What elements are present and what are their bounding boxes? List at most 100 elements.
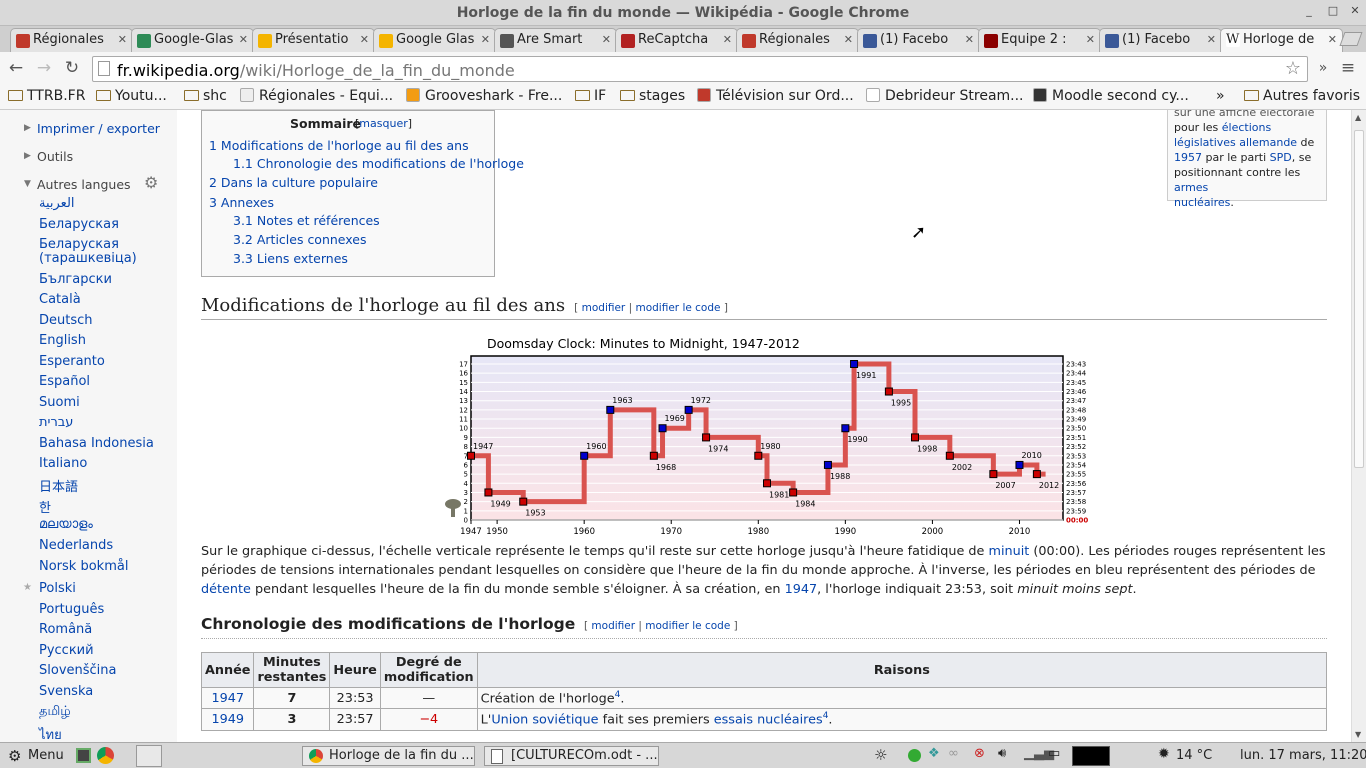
spd-link[interactable]: SPD (1269, 151, 1292, 164)
bookmark-item[interactable]: Régionales - Equi... (240, 88, 393, 104)
tab-close-icon[interactable]: ✕ (1206, 33, 1216, 46)
bookmark-item[interactable]: TTRB.FR (8, 88, 85, 104)
battery-icon[interactable]: ▭ (1048, 746, 1061, 761)
bookmark-item[interactable]: stages (620, 88, 685, 104)
language-link[interactable]: 한 (39, 501, 51, 516)
back-icon[interactable]: ← (8, 58, 24, 78)
toc-item[interactable]: 1 Modifications de l'horloge au fil des … (209, 138, 469, 153)
clock-text[interactable]: lun. 17 mars, 11:20 (1240, 748, 1366, 763)
language-link[interactable]: עברית (39, 415, 74, 430)
bookmark-item[interactable]: Moodle second cy... (1033, 88, 1189, 104)
tab-close-icon[interactable]: ✕ (480, 33, 490, 46)
language-link[interactable]: Nederlands (39, 538, 114, 553)
edit-code-link[interactable]: modifier le code (635, 302, 721, 314)
bookmark-item[interactable]: Youtu... (96, 88, 167, 104)
toc-hide-link[interactable]: masquer (359, 117, 408, 130)
tab-close-icon[interactable]: ✕ (722, 33, 732, 46)
page-scrollbar[interactable]: ▲ ▼ (1351, 110, 1366, 742)
close-button[interactable]: ✕ (1350, 4, 1360, 17)
armes-link[interactable]: armes (1174, 181, 1209, 194)
bookmark-item[interactable]: IF (575, 88, 606, 104)
browser-tab[interactable]: W Horloge de ✕ (1220, 28, 1343, 52)
tab-close-icon[interactable]: ✕ (1327, 33, 1337, 46)
ussr-link[interactable]: Union soviétique (491, 712, 599, 728)
tab-close-icon[interactable]: ✕ (964, 33, 974, 46)
browser-tab[interactable]: ReCaptcha ✕ (615, 28, 738, 52)
chrome-window-icon[interactable] (136, 745, 162, 767)
bookmark-item[interactable]: Debrideur Stream... (866, 88, 1024, 104)
elections-link[interactable]: élections (1221, 121, 1272, 134)
weather-text[interactable]: 14 °C (1176, 748, 1213, 763)
bookmark-item[interactable]: Télévision sur Ord... (697, 88, 854, 104)
browser-tab[interactable]: Equipe 2 : ✕ (978, 28, 1101, 52)
minuit-link[interactable]: minuit (988, 544, 1030, 559)
tab-close-icon[interactable]: ✕ (359, 33, 369, 46)
blocked-icon[interactable]: ⊗ (974, 746, 985, 761)
language-link[interactable]: English (39, 333, 86, 348)
toc-item[interactable]: 3.1 Notes et références (233, 213, 380, 228)
tab-close-icon[interactable]: ✕ (843, 33, 853, 46)
maximize-button[interactable]: □ (1327, 4, 1339, 17)
status-icon[interactable] (908, 749, 921, 762)
nuclear-tests-link[interactable]: essais nucléaires (713, 712, 823, 728)
extensions-overflow-icon[interactable]: » (1318, 60, 1328, 76)
browser-tab[interactable]: Google Glas ✕ (373, 28, 496, 52)
menu-icon[interactable]: ≡ (1340, 58, 1356, 78)
browser-tab[interactable]: Régionales ✕ (10, 28, 133, 52)
tab-close-icon[interactable]: ✕ (117, 33, 127, 46)
language-link[interactable]: Polski (39, 581, 76, 596)
footnote-link[interactable]: 4 (614, 690, 621, 700)
language-link[interactable]: Suomi (39, 395, 80, 410)
language-link[interactable]: Русский (39, 643, 94, 658)
year-link[interactable]: 1947 (211, 690, 245, 706)
language-link[interactable]: Беларуская (39, 237, 119, 252)
bookmark-item[interactable]: shc (184, 88, 227, 104)
gear-icon[interactable]: ⚙ (144, 173, 159, 192)
edit-link[interactable]: modifier (591, 620, 636, 632)
collapse-triangle-icon[interactable]: ▶ (24, 151, 31, 161)
browser-tab[interactable]: (1) Facebo ✕ (1099, 28, 1222, 52)
reload-icon[interactable]: ↻ (64, 58, 80, 78)
tab-close-icon[interactable]: ✕ (1085, 33, 1095, 46)
scroll-down-icon[interactable]: ▼ (1355, 730, 1362, 739)
language-link[interactable]: Беларуская (39, 217, 119, 232)
tab-close-icon[interactable]: ✕ (238, 33, 248, 46)
year-1947-link[interactable]: 1947 (784, 582, 818, 597)
minimize-button[interactable]: _ (1306, 4, 1312, 17)
toc-item[interactable]: 2 Dans la culture populaire (209, 175, 378, 190)
signal-icon[interactable]: ▁▃▅ (1024, 746, 1054, 761)
year-link[interactable]: 1949 (211, 711, 245, 727)
language-link[interactable]: Svenska (39, 684, 94, 699)
browser-tab[interactable]: Présentatio ✕ (252, 28, 375, 52)
bookmark-item[interactable]: » (1216, 88, 1225, 104)
browser-tab[interactable]: Are Smart ✕ (494, 28, 617, 52)
tools-link[interactable]: Outils (37, 149, 74, 164)
toc-item[interactable]: 3.3 Liens externes (233, 251, 348, 266)
browser-tab[interactable]: (1) Facebo ✕ (857, 28, 980, 52)
system-monitor-graph[interactable] (1072, 746, 1110, 766)
scrollbar-thumb[interactable] (1354, 130, 1364, 468)
print-export-link[interactable]: Imprimer / exporter (37, 121, 160, 136)
language-link[interactable]: Català (39, 292, 81, 307)
start-menu-button[interactable]: Menu (28, 748, 64, 763)
new-tab-button[interactable] (1339, 32, 1363, 46)
taskbar-task[interactable]: Horloge de la fin du ... (302, 746, 475, 766)
language-link[interactable]: Norsk bokmål (39, 559, 129, 574)
terminal-icon[interactable] (76, 748, 91, 763)
language-link[interactable]: Română (39, 622, 93, 637)
other-languages-heading[interactable]: Autres langues (37, 177, 131, 192)
taskbar-task[interactable]: [CULTURECOm.odt - ... (484, 746, 659, 766)
language-link[interactable]: മലയാളം (39, 517, 93, 532)
bookmark-item[interactable]: Autres favoris (1244, 88, 1360, 104)
volume-icon[interactable]: 🔊︎ (998, 746, 1007, 761)
scroll-up-icon[interactable]: ▲ (1355, 113, 1362, 122)
menu-gear-icon[interactable]: ⚙ (8, 747, 22, 765)
edit-link[interactable]: modifier (581, 302, 626, 314)
language-link[interactable]: Slovenščina (39, 663, 117, 678)
language-link[interactable]: Deutsch (39, 313, 93, 328)
expand-triangle-icon[interactable]: ▼ (24, 179, 31, 189)
language-link[interactable]: العربية (39, 196, 75, 211)
nucleaires-link[interactable]: nucléaires (1174, 196, 1231, 209)
language-link[interactable]: Bahasa Indonesia (39, 436, 154, 451)
language-link[interactable]: தமிழ் (39, 704, 71, 719)
